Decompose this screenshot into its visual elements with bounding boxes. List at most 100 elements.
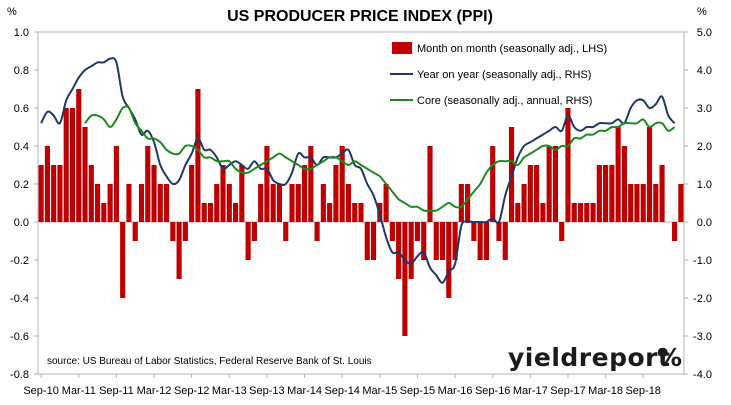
right-tick-label: -4.0 [693,369,712,381]
bar-mom [126,184,131,222]
x-tick-label: Mar-13 [212,385,247,397]
bar-mom [647,127,652,222]
bar-mom [346,184,351,222]
bar-mom [559,222,564,241]
bar-mom [490,146,495,222]
bar-mom [590,203,595,222]
left-tick-label: -0.4 [10,293,29,305]
x-tick-label: Sep-14 [324,385,359,397]
x-tick-label: Mar-17 [513,385,548,397]
bar-mom [553,146,558,222]
bar-mom [641,184,646,222]
source-note: source: US Bureau of Labor Statistics, F… [47,356,372,367]
chart-title: US PRODUCER PRICE INDEX (PPI) [227,8,493,25]
x-tick-label: Mar-18 [588,385,623,397]
left-tick-label: 1.0 [14,27,29,39]
bar-mom [315,222,320,241]
bar-mom [653,184,658,222]
bar-mom [70,108,75,222]
bar-mom [672,222,677,241]
bar-mom [540,203,545,222]
left-tick-label: -0.8 [10,369,29,381]
bar-mom [572,203,577,222]
bar-mom [258,184,263,222]
bar-mom [371,222,376,260]
x-tick-label: Sep-10 [23,385,58,397]
bar-mom [384,184,389,222]
bar-mom [64,108,69,222]
bar-mom [496,222,501,241]
left-tick-label: 0.8 [14,65,29,77]
bar-mom [39,165,44,222]
bar-mom [214,184,219,222]
left-tick-label: 0.0 [14,217,29,229]
bar-mom [45,146,50,222]
bar-mom [246,222,251,260]
brand-percent-symbol: % [657,343,683,372]
right-tick-label: 3.0 [697,103,712,115]
bar-mom [227,184,232,222]
bar-mom [271,184,276,222]
legend: Month on month (seasonally adj., LHS) Ye… [390,42,607,107]
right-tick-label: 4.0 [697,65,712,77]
bar-mom [578,203,583,222]
right-tick-label: 1.0 [697,179,712,191]
right-tick-label: 0.0 [697,217,712,229]
left-axis-unit: % [7,6,17,18]
legend-swatch-mom [392,42,412,54]
bar-mom [528,165,533,222]
bar-mom [352,203,357,222]
bar-mom [622,146,627,222]
bar-mom [434,222,439,260]
bar-mom [628,184,633,222]
bar-mom [208,203,213,222]
x-tick-label: Mar-11 [62,385,96,397]
x-tick-label: Sep-17 [550,385,585,397]
bar-mom [76,89,81,222]
bar-mom [57,165,62,222]
right-axis-unit: % [697,6,707,18]
bar-mom [252,222,257,241]
bar-mom [220,165,225,222]
bar-mom [233,203,238,222]
bar-mom [390,222,395,241]
bar-mom [471,222,476,241]
bar-mom [151,165,156,222]
x-tick-label: Mar-14 [287,385,322,397]
bar-mom [609,165,614,222]
bar-mom [440,222,445,260]
bar-mom [277,184,282,222]
bar-mom [108,184,113,222]
x-tick-label: Sep-18 [625,385,660,397]
bar-mom [195,89,200,222]
line-series-group [41,58,674,283]
bar-mom [678,184,683,222]
bar-mom [515,203,520,222]
left-tick-label: -0.2 [10,255,29,267]
bar-mom [547,146,552,222]
bar-mom [133,222,138,241]
x-tick-label: Sep-12 [174,385,209,397]
bar-mom [264,146,269,222]
bar-mom [365,222,370,260]
bar-mom [327,203,332,222]
bar-mom [522,184,527,222]
right-tick-label: 2.0 [697,141,712,153]
bar-mom [409,222,414,279]
bar-mom [296,184,301,222]
x-tick-label: Mar-16 [438,385,473,397]
bar-mom [415,222,420,241]
left-tick-label: 0.6 [14,103,29,115]
x-tick-label: Sep-13 [249,385,284,397]
bar-mom [321,184,326,222]
bar-mom [503,222,508,260]
bar-mom [114,146,119,222]
bar-mom [616,127,621,222]
bar-mom [659,165,664,222]
x-tick-label: Sep-16 [475,385,510,397]
bar-mom [340,146,345,222]
x-tick-label: Sep-11 [99,385,134,397]
bar-mom [82,127,87,222]
